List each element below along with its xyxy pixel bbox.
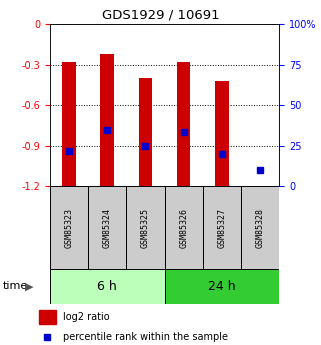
FancyBboxPatch shape [241,186,279,269]
Bar [39,310,56,324]
Text: 6 h: 6 h [97,280,117,293]
Bar [215,81,229,190]
Text: GSM85324: GSM85324 [103,208,112,248]
Bar [254,186,267,190]
FancyBboxPatch shape [88,186,126,269]
Text: GSM85326: GSM85326 [179,208,188,248]
Bar [62,62,75,190]
FancyBboxPatch shape [164,186,203,269]
FancyBboxPatch shape [50,269,164,304]
Text: GSM85327: GSM85327 [217,208,226,248]
Text: time: time [3,282,29,291]
Text: GSM85325: GSM85325 [141,208,150,248]
Text: percentile rank within the sample: percentile rank within the sample [63,332,228,342]
Bar [177,62,190,190]
Bar [139,78,152,190]
Text: GSM85323: GSM85323 [65,208,74,248]
FancyBboxPatch shape [126,186,164,269]
FancyBboxPatch shape [203,186,241,269]
Text: 24 h: 24 h [208,280,236,293]
FancyBboxPatch shape [50,186,88,269]
Text: ▶: ▶ [25,282,33,291]
FancyBboxPatch shape [164,269,279,304]
Text: GSM85328: GSM85328 [256,208,265,248]
Text: log2 ratio: log2 ratio [63,312,110,322]
Bar [100,54,114,190]
Text: GDS1929 / 10691: GDS1929 / 10691 [102,9,219,22]
